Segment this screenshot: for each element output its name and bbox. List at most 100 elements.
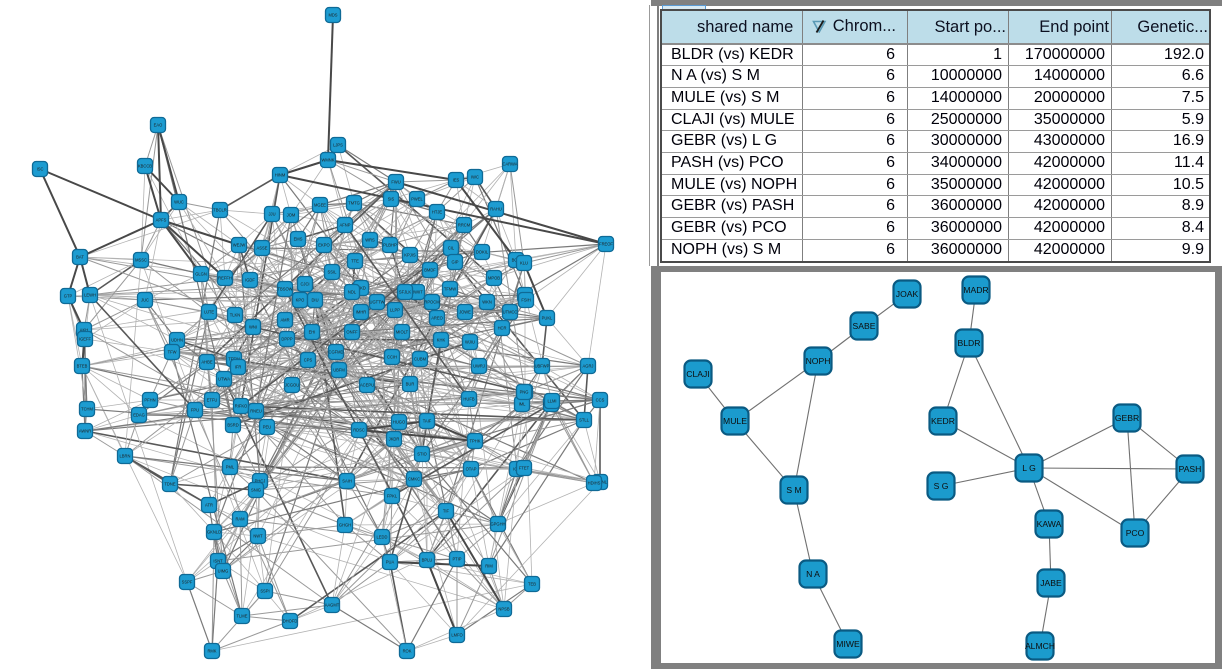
svg-text:GTP: GTP: [64, 294, 73, 299]
svg-text:HINM: HINM: [275, 173, 286, 178]
svg-text:WKN: WKN: [482, 300, 492, 305]
svg-text:GEBR: GEBR: [1114, 413, 1138, 423]
svg-text:AGRJ: AGRJ: [583, 364, 594, 369]
svg-text:SABE: SABE: [852, 321, 875, 331]
svg-text:HUGO: HUGO: [393, 420, 405, 425]
svg-text:WMNK: WMNK: [322, 158, 335, 163]
svg-text:HUFB: HUFB: [463, 397, 474, 402]
svg-text:RPOCM: RPOCM: [424, 300, 440, 305]
svg-text:JOWE: JOWE: [459, 310, 471, 315]
svg-text:WUC: WUC: [174, 200, 184, 205]
svg-text:AFNP: AFNP: [340, 223, 351, 228]
svg-text:TEB: TEB: [528, 582, 536, 587]
svg-text:CLAJI: CLAJI: [686, 369, 709, 379]
svg-text:IGDF: IGDF: [245, 278, 255, 283]
svg-text:BUR: BUR: [406, 382, 415, 387]
svg-text:IFR: IFR: [235, 365, 242, 370]
svg-text:LEDD: LEDD: [377, 535, 388, 540]
svg-text:PHCJ: PHCJ: [255, 479, 266, 484]
svg-text:UBFWP: UBFWP: [535, 364, 550, 369]
svg-text:MSSC: MSSC: [135, 258, 147, 263]
svg-text:RDSC: RDSC: [353, 428, 365, 433]
svg-text:LLMI: LLMI: [547, 399, 556, 404]
svg-text:CCS: CCS: [596, 398, 605, 403]
svg-text:IES: IES: [453, 178, 460, 183]
svg-text:UBFM: UBFM: [333, 368, 345, 373]
svg-text:GKNLD: GKNLD: [207, 530, 221, 535]
svg-text:UWRJ: UWRJ: [473, 364, 485, 369]
svg-text:ALMCH: ALMCH: [1024, 641, 1054, 651]
svg-text:LEWH: LEWH: [84, 293, 96, 298]
svg-text:NOPH: NOPH: [805, 356, 830, 366]
svg-text:TLME: TLME: [237, 614, 248, 619]
svg-text:KEDR: KEDR: [931, 416, 955, 426]
svg-text:SSIL: SSIL: [328, 270, 338, 275]
svg-text:TTE: TTE: [351, 259, 359, 264]
svg-text:APFS: APFS: [156, 218, 167, 223]
svg-text:BTEB: BTEB: [77, 364, 88, 369]
svg-text:JCGOU: JCGOU: [285, 383, 299, 388]
svg-text:GLGN: GLGN: [195, 272, 207, 277]
svg-text:CARWA: CARWA: [502, 162, 517, 167]
svg-text:LBRN: LBRN: [120, 454, 131, 459]
svg-text:IML: IML: [519, 402, 527, 407]
svg-text:FPU: FPU: [191, 408, 199, 413]
svg-text:S M: S M: [786, 485, 801, 495]
svg-text:NPSB: NPSB: [498, 607, 509, 612]
svg-text:MPOB: MPOB: [488, 276, 500, 281]
svg-text:CGFMD: CGFMD: [328, 350, 343, 355]
svg-text:EAO: EAO: [154, 123, 163, 128]
svg-text:PLBHP: PLBHP: [383, 243, 397, 248]
svg-text:LJPS: LJPS: [333, 143, 343, 148]
svg-text:ONFF: ONFF: [346, 330, 358, 335]
svg-text:ISNT: ISNT: [213, 559, 223, 564]
svg-text:FTET: FTET: [519, 466, 530, 471]
svg-text:N A: N A: [806, 569, 820, 579]
svg-text:HTJE: HTJE: [432, 210, 443, 215]
svg-text:KPJIS: KPJIS: [404, 253, 416, 258]
svg-text:CMKC: CMKC: [408, 477, 420, 482]
svg-text:HDIHS: HDIHS: [588, 481, 601, 486]
svg-text:MIWE: MIWE: [836, 639, 860, 649]
svg-text:PCO: PCO: [1125, 528, 1144, 538]
svg-text:ASSE: ASSE: [257, 246, 268, 251]
svg-text:AHBE: AHBE: [201, 360, 212, 365]
svg-text:TFMW: TFMW: [444, 287, 456, 292]
svg-text:TCHM: TCHM: [81, 407, 93, 412]
svg-text:RIM: RIM: [485, 564, 493, 569]
svg-text:TLKN: TLKN: [230, 313, 241, 318]
svg-text:TBSOW: TBSOW: [277, 287, 292, 292]
svg-text:TIF: TIF: [443, 509, 450, 514]
svg-text:TFW: TFW: [168, 350, 177, 355]
svg-text:JUC: JUC: [141, 298, 149, 303]
svg-text:UIMG: UIMG: [218, 569, 229, 574]
svg-text:BLDR: BLDR: [957, 338, 980, 348]
svg-text:RRCM: RRCM: [458, 223, 471, 228]
svg-text:NDL: NDL: [348, 290, 357, 295]
svg-text:EDAG: EDAG: [133, 413, 145, 418]
svg-text:KHK: KHK: [437, 338, 446, 343]
svg-text:CIL: CIL: [448, 246, 455, 251]
svg-text:PEU: PEU: [263, 425, 271, 430]
svg-text:KPO: KPO: [296, 298, 305, 303]
svg-text:WEJW: WEJW: [233, 243, 246, 248]
svg-text:STLL: STLL: [579, 418, 590, 423]
svg-text:ATR: ATR: [205, 503, 213, 508]
svg-text:UTMCC: UTMCC: [503, 310, 518, 315]
svg-text:STIO: STIO: [417, 452, 427, 457]
svg-text:CUBM: CUBM: [414, 357, 427, 362]
svg-text:CCIH: CCIH: [387, 355, 397, 360]
svg-text:SSPF: SSPF: [182, 580, 193, 585]
svg-text:OTAP: OTAP: [466, 467, 477, 472]
svg-text:AMR: AMR: [280, 318, 289, 323]
svg-text:DPPP: DPPP: [281, 337, 292, 342]
svg-text:RWIIT: RWIIT: [411, 290, 423, 295]
svg-text:FPKL: FPKL: [387, 494, 398, 499]
svg-text:MDS: MDS: [328, 13, 337, 18]
svg-text:MADR: MADR: [963, 285, 988, 295]
svg-text:S G: S G: [933, 481, 948, 491]
svg-text:LMFO: LMFO: [451, 633, 462, 638]
svg-text:L G: L G: [1022, 463, 1036, 473]
svg-text:AREO: AREO: [431, 316, 443, 321]
svg-text:RNEU: RNEU: [250, 409, 262, 414]
